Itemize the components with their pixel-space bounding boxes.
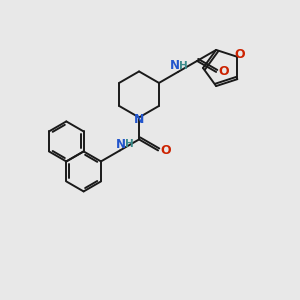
Text: O: O [219,65,230,78]
Text: N: N [170,59,180,72]
Text: O: O [234,48,245,61]
Text: O: O [161,144,171,157]
Text: N: N [134,113,144,126]
Text: H: H [124,140,134,149]
Text: H: H [178,61,188,71]
Text: N: N [116,138,126,151]
